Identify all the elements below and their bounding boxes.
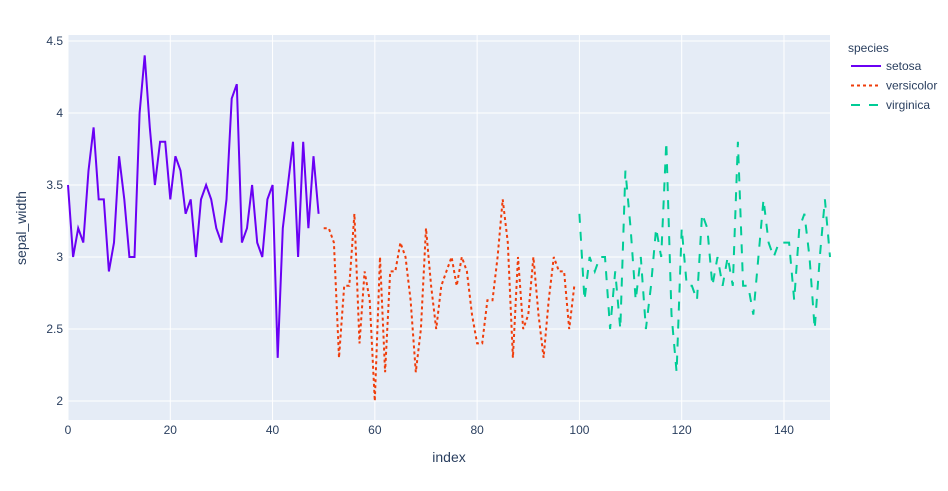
x-tick-label: 120: [672, 423, 692, 437]
x-axis-ticks: 0 20 40 60 80 100 120 140: [65, 423, 795, 437]
x-tick-label: 0: [65, 423, 72, 437]
y-axis-ticks: 2 2.5 3 3.5 4 4.5: [46, 34, 63, 408]
y-tick-label: 4.5: [46, 34, 63, 48]
legend-item-virginica[interactable]: virginica: [886, 98, 930, 112]
x-tick-label: 80: [470, 423, 484, 437]
y-tick-label: 3: [56, 250, 63, 264]
y-tick-label: 3.5: [46, 178, 63, 192]
series-setosa: [67, 55, 320, 358]
x-axis-label: index: [432, 449, 465, 465]
y-tick-label: 4: [56, 106, 63, 120]
x-tick-label: 140: [774, 423, 794, 437]
y-tick-label: 2: [56, 394, 63, 408]
series-virginica: [578, 141, 831, 373]
x-tick-label: 60: [368, 423, 382, 437]
y-axis-label: sepal_width: [13, 191, 29, 265]
plot-area: [68, 35, 830, 420]
series-lines: [67, 55, 831, 402]
legend-title: species: [848, 41, 889, 55]
x-tick-label: 20: [164, 423, 178, 437]
legend-item-versicolor[interactable]: versicolor: [886, 79, 937, 93]
x-tick-label: 100: [569, 423, 589, 437]
legend-item-setosa[interactable]: setosa: [886, 59, 922, 73]
x-tick-label: 40: [266, 423, 280, 437]
y-tick-label: 2.5: [46, 322, 63, 336]
legend: species setosa versicolor virginica: [848, 41, 937, 112]
